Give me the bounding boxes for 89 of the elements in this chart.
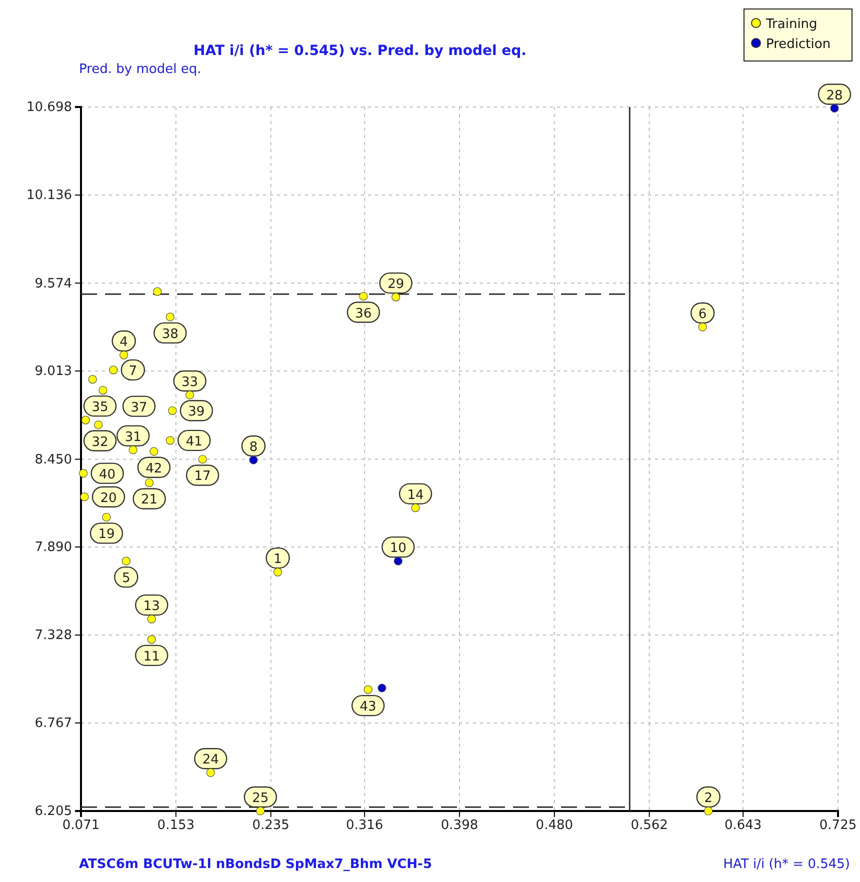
point <box>698 322 707 332</box>
point <box>88 375 97 384</box>
annotation: 41 <box>186 434 202 450</box>
x-tick-label: 0.153 <box>157 818 195 834</box>
x-tick-label: 0.562 <box>630 818 668 834</box>
annotation: 42 <box>146 461 162 476</box>
annotation: 32 <box>92 434 108 450</box>
annotation: 13 <box>143 599 160 614</box>
annotation: 21 <box>141 492 158 508</box>
annotation: 43 <box>360 700 376 715</box>
annotation: 2 <box>704 791 712 806</box>
annotation: 7 <box>128 364 138 379</box>
y-axis-title: Pred. by model eq. <box>79 62 202 77</box>
x-tick-label: 0.235 <box>252 818 290 834</box>
annotation: 28 <box>826 88 843 104</box>
point <box>147 635 156 644</box>
point <box>168 406 177 415</box>
annotation: 10 <box>390 541 406 556</box>
annotation: 14 <box>407 488 424 503</box>
point <box>94 420 103 430</box>
annotation: 1 <box>274 552 282 568</box>
y-tick-label: 6.767 <box>34 716 72 732</box>
legend-label: Training <box>765 17 818 32</box>
point <box>128 446 138 454</box>
point <box>256 806 265 816</box>
point <box>198 454 207 464</box>
annotation: 20 <box>100 490 117 506</box>
annotation: 6 <box>698 306 707 322</box>
point <box>122 556 130 566</box>
y-tick-label: 6.205 <box>34 804 72 820</box>
annotation: 24 <box>202 752 219 768</box>
annotation: 11 <box>143 649 160 664</box>
point <box>98 386 108 395</box>
annotation: 29 <box>388 277 404 292</box>
y-tick-label: 9.574 <box>34 276 72 292</box>
point <box>79 469 88 478</box>
x-axis-title: HAT i/i (h* = 0.545) <box>723 857 850 872</box>
y-tick-label: 10.698 <box>26 100 72 116</box>
point <box>206 768 215 777</box>
point <box>704 806 713 816</box>
annotation: 5 <box>122 571 130 586</box>
y-tick-label: 7.890 <box>34 540 72 556</box>
annotation: 8 <box>249 440 258 456</box>
annotation: 33 <box>182 374 198 390</box>
y-tick-label: 10.136 <box>26 188 72 204</box>
point <box>80 492 89 502</box>
point <box>145 478 154 488</box>
legend-label: Prediction <box>766 37 831 52</box>
x-tick-label: 0.725 <box>819 818 857 834</box>
y-tick-label: 9.013 <box>34 364 72 380</box>
point <box>394 556 402 566</box>
annotation: 37 <box>130 400 148 416</box>
text: ATSC6m BCUTw-1l nBondsD SpMax7_Bhm VCH-5 <box>79 857 432 872</box>
x-tick-label: 0.480 <box>536 818 574 834</box>
point <box>150 447 158 456</box>
point <box>273 568 282 576</box>
y-tick-label: 8.450 <box>34 452 72 468</box>
x-tick-label: 0.643 <box>724 818 762 834</box>
point <box>411 504 420 512</box>
annotation: 31 <box>124 430 142 445</box>
annotation: 36 <box>355 306 372 322</box>
point <box>166 436 174 445</box>
x-tick-label: 0.071 <box>62 818 100 834</box>
y-tick-label: 7.328 <box>34 628 72 644</box>
chart-title: HAT i/i (h* = 0.545) vs. Pred. by model eq. <box>194 43 526 59</box>
point <box>249 456 258 464</box>
point <box>359 292 368 301</box>
annotation: 25 <box>252 791 269 806</box>
annotation: 17 <box>194 469 211 484</box>
annotation: 4 <box>120 335 128 350</box>
annotation: 39 <box>188 404 205 420</box>
annotation: 40 <box>99 467 116 482</box>
point <box>120 350 128 360</box>
annotation: 35 <box>92 400 108 416</box>
point <box>153 287 162 296</box>
point <box>102 512 111 522</box>
point <box>830 104 839 113</box>
point <box>166 312 174 322</box>
x-tick-label: 0.316 <box>346 818 384 834</box>
point <box>378 684 386 692</box>
annotation: 38 <box>162 326 178 342</box>
point <box>109 366 118 374</box>
point <box>364 685 372 694</box>
x-tick-label: 0.398 <box>440 818 478 834</box>
annotation: 19 <box>98 527 115 542</box>
point <box>147 614 156 624</box>
point <box>81 416 90 424</box>
point <box>392 292 400 302</box>
point <box>186 390 194 400</box>
